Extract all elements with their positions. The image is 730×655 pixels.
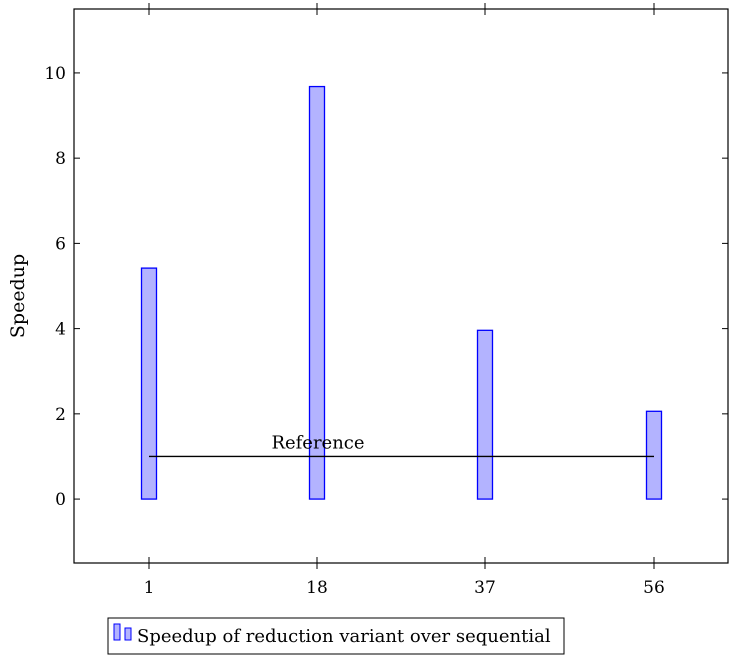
- x-tick-label-1: 18: [306, 578, 328, 598]
- y-tick-label-0: 0: [55, 490, 66, 510]
- y-tick-label-4: 8: [55, 149, 66, 169]
- x-tick-label-0: 1: [144, 578, 155, 598]
- x-tick-label-2: 37: [474, 578, 496, 598]
- x-tick-label-3: 56: [643, 578, 665, 598]
- y-axis-title: Speedup: [7, 254, 29, 338]
- reference-label: Reference: [271, 432, 364, 453]
- legend-box: [107, 617, 565, 655]
- y-tick-label-2: 4: [55, 320, 66, 340]
- bar-1: [140, 267, 158, 500]
- legend-swatch-a: [113, 623, 121, 641]
- y-tick-label-5: 10: [44, 64, 66, 84]
- bar-56: [645, 410, 663, 500]
- y-tick-label-1: 2: [55, 405, 66, 425]
- legend-label: Speedup of reduction variant over sequen…: [137, 626, 551, 647]
- plot-frame: [73, 8, 729, 564]
- bar-18: [308, 85, 326, 500]
- bar-37: [476, 329, 494, 500]
- legend-swatch-b: [124, 627, 132, 641]
- y-tick-label-3: 6: [55, 234, 66, 254]
